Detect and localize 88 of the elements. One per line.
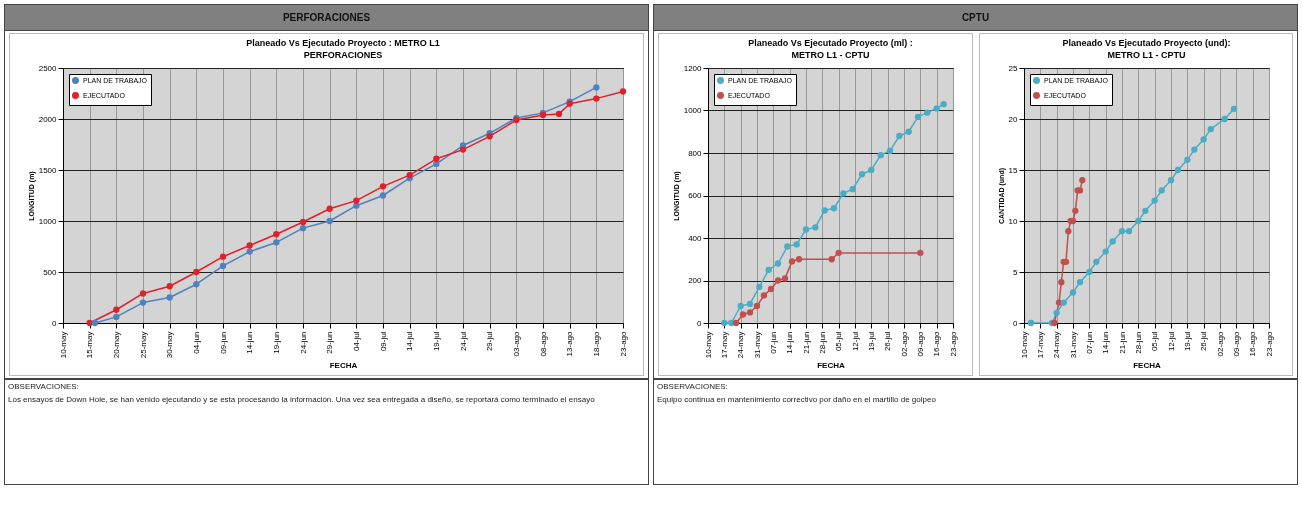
- x-tick-label: 20-may: [111, 331, 121, 359]
- x-tick-label: 25-may: [138, 331, 147, 359]
- x-tick-label: 19-jul: [1183, 331, 1193, 352]
- x-tick-label: 28-jun: [1134, 331, 1144, 354]
- x-tick-label: 28-jun: [818, 331, 828, 354]
- y-tick-label: 1000: [38, 216, 57, 226]
- chart-subtitle: PERFORACIONES: [303, 50, 382, 60]
- x-tick-label: 18-ago: [591, 330, 601, 357]
- x-tick-label: 24-jun: [298, 331, 307, 354]
- x-tick-label: 16-ago: [932, 330, 942, 357]
- x-tick-label: 26-jul: [1199, 331, 1209, 352]
- text: Equipo continua en mantenimiento correctivo por daño en el martillo de golpeo: [657, 395, 937, 404]
- y-tick-label: 20: [1008, 114, 1019, 124]
- x-tick-label: 10-may: [58, 331, 67, 359]
- x-tick-label: 09-jun: [218, 331, 227, 354]
- y-tick-label: 5: [1013, 267, 1019, 277]
- x-axis-title: FECHA: [1133, 361, 1162, 371]
- x-tick-label: 17-may: [720, 331, 730, 359]
- chart-title: Planeado Vs Ejecutado Proyecto (ml) :: [748, 38, 914, 48]
- y-tick-label: 800: [688, 148, 703, 158]
- x-tick-label: 24-jul: [458, 331, 467, 352]
- x-tick-label: 23-ago: [948, 330, 958, 357]
- y-tick-label: 2000: [38, 114, 57, 124]
- x-tick-label: 09-ago: [916, 330, 926, 357]
- x-tick-label: 09-ago: [1232, 330, 1242, 357]
- y-tick-label: 500: [42, 267, 57, 277]
- x-tick-label: 19-jul: [431, 331, 441, 352]
- text: OBSERVACIONES:: [8, 382, 80, 391]
- x-tick-label: 10-may: [703, 331, 713, 359]
- x-tick-label: 21-jun: [801, 331, 811, 354]
- y-tick-label: 200: [688, 276, 703, 285]
- x-tick-label: 21-jun: [1117, 331, 1127, 354]
- x-tick-label: 14-jun: [785, 331, 795, 354]
- y-tick-label: 0: [1013, 318, 1019, 328]
- x-tick-label: 29-jun: [324, 331, 334, 354]
- x-tick-label: 19-jun: [271, 331, 281, 354]
- x-tick-label: 30-may: [164, 331, 174, 359]
- x-axis-title: FECHA: [329, 361, 357, 371]
- x-tick-label: 03-ago: [511, 330, 521, 357]
- x-tick-label: 14-jul: [404, 331, 414, 352]
- x-tick-label: 04-jul: [351, 331, 361, 352]
- x-tick-label: 31-may: [752, 331, 762, 359]
- y-tick-label: 10: [1008, 216, 1019, 226]
- text: PERFORACIONES: [5, 5, 648, 31]
- text: OBSERVACIONES:: [657, 382, 729, 391]
- y-tick-label: 25: [1008, 63, 1019, 73]
- x-tick-label: 05-jul: [834, 331, 844, 352]
- x-tick-label: 26-jul: [883, 331, 893, 352]
- y-tick-label: 400: [688, 233, 703, 243]
- x-tick-label: 02-ago: [899, 330, 909, 357]
- x-tick-label: 23-ago: [618, 330, 627, 357]
- x-tick-label: 24-may: [1052, 331, 1062, 359]
- x-tick-label: 14-jun: [1101, 331, 1111, 354]
- y-tick-label: 0: [697, 318, 703, 328]
- x-tick-label: 07-jun: [769, 331, 779, 354]
- x-tick-label: 24-may: [736, 331, 746, 359]
- y-tick-label: 0: [51, 318, 57, 328]
- text: Los ensayos de Down Hole, se han venido ejecutando y se esta procesando la información. Una vez sea entregada a diseño, se reportará como terminado el ensayo: [8, 395, 596, 404]
- y-tick-label: 15: [1008, 165, 1019, 175]
- y-tick-label: 600: [688, 191, 703, 200]
- x-tick-label: 05-jul: [1150, 331, 1160, 352]
- chart-subtitle: METRO L1 - CPTU: [791, 50, 870, 60]
- y-tick-label: 2500: [38, 63, 57, 73]
- text: CPTU: [654, 5, 1297, 31]
- x-tick-label: 19-jul: [867, 331, 877, 352]
- x-tick-label: 13-ago: [564, 330, 574, 357]
- x-tick-label: 08-ago: [538, 330, 547, 357]
- x-tick-label: 10-may: [1019, 331, 1029, 359]
- x-tick-label: 12-jul: [1166, 331, 1176, 352]
- x-tick-label: 23-ago: [1264, 330, 1274, 357]
- chart-title: Planeado Vs Ejecutado Proyecto : METRO L1: [245, 38, 440, 48]
- x-tick-label: 04-jun: [191, 331, 201, 354]
- x-tick-label: 09-jul: [378, 331, 387, 352]
- y-tick-label: 1000: [683, 106, 703, 115]
- x-tick-label: 07-jun: [1085, 331, 1095, 354]
- y-tick-label: 1500: [38, 165, 57, 175]
- x-tick-label: 29-jul: [484, 331, 494, 352]
- chart-subtitle: METRO L1 - CPTU: [1107, 50, 1186, 60]
- x-tick-label: 31-may: [1068, 331, 1078, 359]
- x-tick-label: 17-may: [1036, 331, 1046, 359]
- x-tick-label: 12-jul: [850, 331, 860, 352]
- x-tick-label: 16-ago: [1248, 330, 1258, 357]
- x-tick-label: 02-ago: [1215, 330, 1225, 357]
- y-tick-label: 1200: [683, 63, 703, 73]
- x-axis-title: FECHA: [817, 361, 846, 371]
- x-tick-label: 14-jun: [244, 331, 254, 354]
- chart-title: Planeado Vs Ejecutado Proyecto (und):: [1062, 38, 1231, 48]
- x-tick-label: 15-may: [84, 331, 94, 359]
